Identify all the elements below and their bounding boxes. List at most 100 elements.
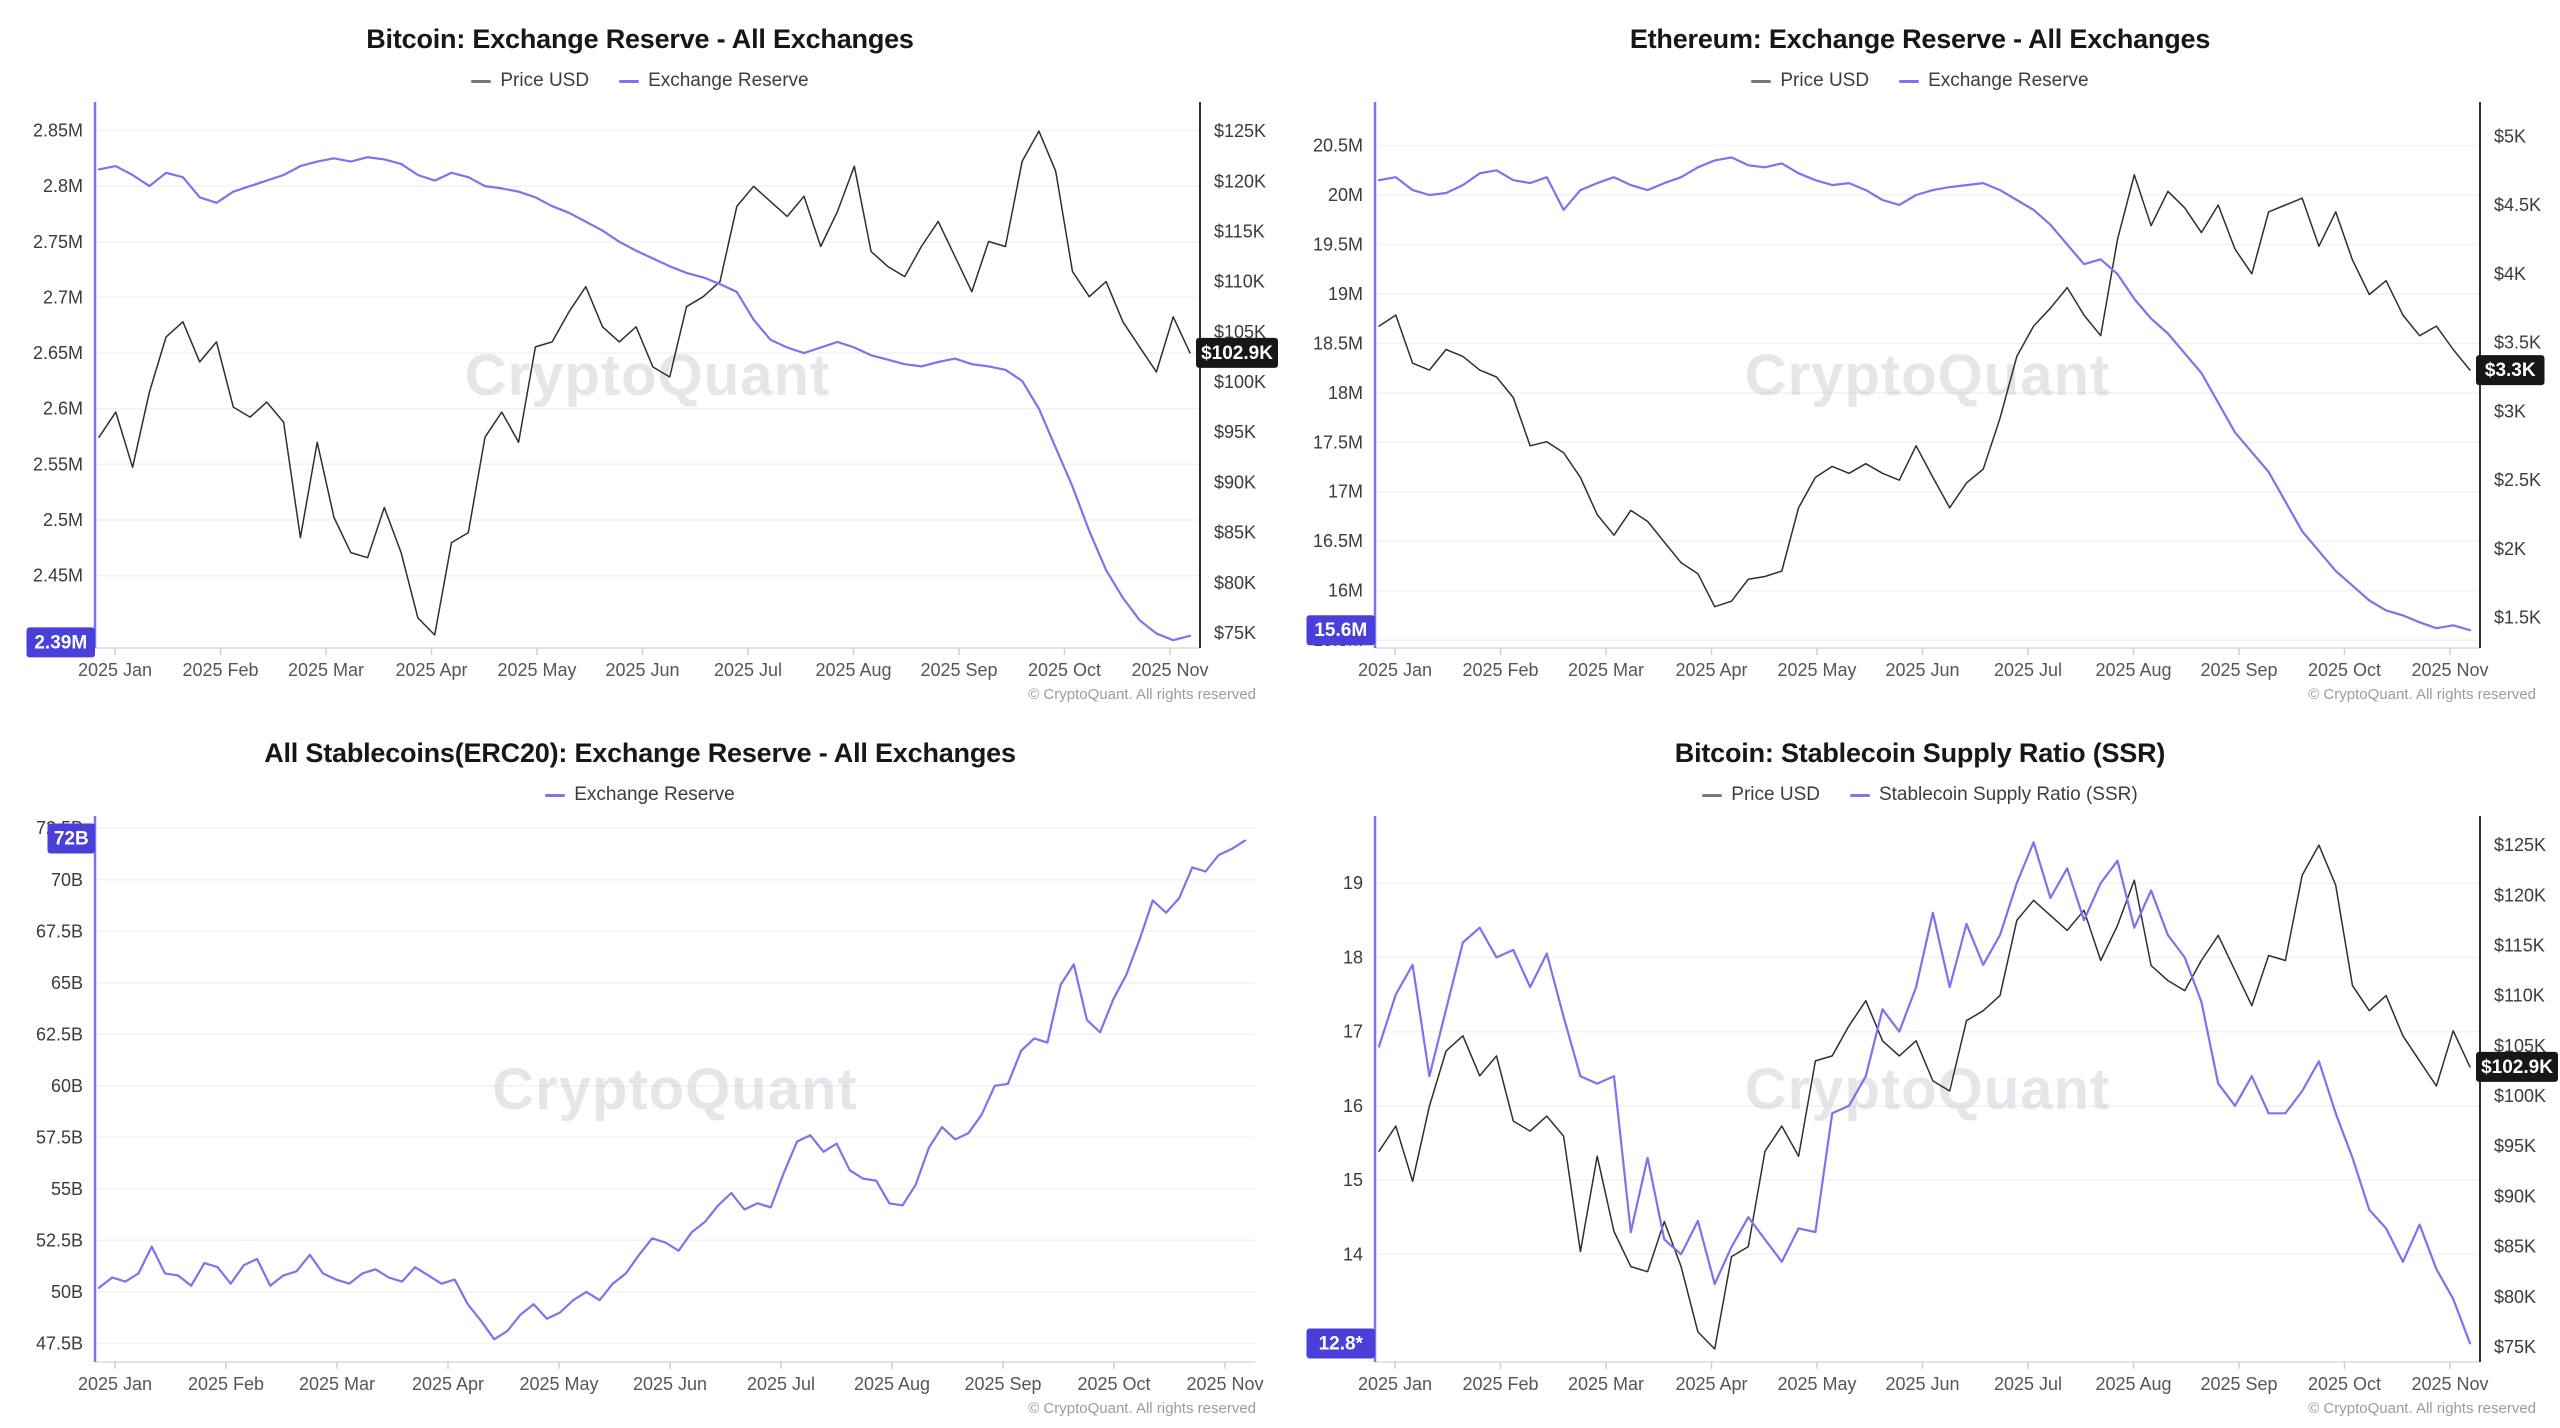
x-tick-label: 2025 Aug — [2095, 660, 2171, 680]
x-tick-label: 2025 Feb — [1462, 660, 1538, 680]
x-tick-label: 2025 Sep — [964, 1374, 1041, 1394]
chart-canvas[interactable]: 2025 Jan 2025 Feb 2025 Mar 2025 Apr 2025 May… — [0, 0, 1280, 714]
right-axis-tick-label: $95K — [2494, 1136, 2536, 1156]
right-axis-tick-label: $75K — [1214, 623, 1256, 643]
left-axis-tick-label: 18 — [1343, 947, 1363, 967]
chart-legend: Price USD Exchange Reserve — [0, 70, 1280, 92]
left-axis-tick-label: 17M — [1328, 482, 1363, 502]
legend-item[interactable]: Price USD — [1702, 784, 1820, 806]
cryptoquant-watermark: CryptoQuant — [1745, 343, 2110, 408]
right-axis-tick-label: $80K — [2494, 1287, 2536, 1307]
x-tick-label: 2025 Jun — [1885, 660, 1959, 680]
x-tick-label: 2025 Jan — [78, 1374, 152, 1394]
last-value-badge-label: 2.39M — [34, 632, 87, 653]
last-value-badge — [26, 627, 95, 658]
x-tick-label: 2025 Jun — [1885, 1374, 1959, 1394]
left-axis-tick-label: 2.75M — [33, 232, 83, 252]
chart-legend: Exchange Reserve — [0, 784, 1280, 806]
legend-dash-icon — [1751, 79, 1772, 83]
chart-panel-btc-ssr: Bitcoin: Stablecoin Supply Ratio (SSR) P… — [1280, 714, 2560, 1428]
series-line-exchange-reserve — [1377, 156, 2472, 632]
x-tick-label: 2025 Jul — [747, 1374, 815, 1394]
x-tick-label: 2025 Apr — [1675, 1374, 1747, 1394]
last-value-badge-label: $3.3K — [2485, 360, 2536, 381]
x-tick-label: 2025 Mar — [1568, 1374, 1644, 1394]
right-axis-tick-label: $90K — [1214, 472, 1256, 492]
x-tick-label: 2025 Jun — [633, 1374, 707, 1394]
right-axis-tick-label: $120K — [2494, 885, 2546, 905]
legend-dash-icon — [1899, 79, 1920, 83]
right-axis-tick-label: $110K — [2494, 986, 2545, 1006]
x-tick-label: 2025 Nov — [2411, 660, 2488, 680]
right-axis-tick-label: $115K — [2494, 935, 2545, 955]
series-line-price-usd — [1378, 844, 2471, 1350]
copyright-footer: © CryptoQuant. All rights reserved — [1028, 1400, 1256, 1417]
right-axis-tick-label: $125K — [2494, 835, 2546, 855]
chart-canvas[interactable]: 2025 Jan 2025 Feb 2025 Mar 2025 Apr 2025 May… — [1280, 714, 2560, 1428]
legend-label: Stablecoin Supply Ratio (SSR) — [1878, 784, 2138, 805]
chart-panel-stablecoin-exchange-reserve: All Stablecoins(ERC20): Exchange Reserve… — [0, 714, 1280, 1428]
x-tick-label: 2025 Jul — [1994, 1374, 2062, 1394]
x-tick-label: 2025 Apr — [412, 1374, 484, 1394]
left-axis-tick-label: 14 — [1343, 1244, 1363, 1264]
x-tick-label: 2025 Jul — [714, 660, 782, 680]
left-axis-tick-label: 67.5B — [36, 921, 83, 941]
left-axis-tick-label: 16.5M — [1313, 531, 1363, 551]
legend-item[interactable]: Price USD — [471, 70, 589, 92]
legend-dash-icon — [619, 79, 640, 83]
legend-item[interactable]: Exchange Reserve — [545, 784, 735, 806]
legend-item[interactable]: Exchange Reserve — [619, 70, 809, 92]
legend-label: Price USD — [1780, 70, 1870, 91]
chart-canvas[interactable]: 2025 Jan 2025 Feb 2025 Mar 2025 Apr 2025 May… — [1280, 0, 2560, 714]
x-tick-label: 2025 Feb — [1462, 1374, 1538, 1394]
x-tick-label: 2025 Mar — [1568, 660, 1644, 680]
x-tick-label: 2025 Aug — [2095, 1374, 2171, 1394]
series-line-price-usd — [98, 130, 1191, 636]
cryptoquant-watermark: CryptoQuant — [492, 1057, 857, 1122]
right-axis-tick-label: $85K — [1214, 523, 1256, 543]
left-axis-tick-label: 2.6M — [43, 399, 83, 419]
right-axis-tick-label: $115K — [1214, 221, 1265, 241]
left-axis-tick-label: 70B — [51, 870, 83, 890]
left-axis-tick-label: 16M — [1328, 581, 1363, 601]
left-axis-tick-label: 47.5B — [36, 1333, 83, 1353]
x-tick-label: 2025 Oct — [1028, 660, 1101, 680]
left-axis-tick-label: 2.5M — [43, 510, 83, 530]
legend-item[interactable]: Exchange Reserve — [1899, 70, 2089, 92]
chart-canvas[interactable]: 2025 Jan 2025 Feb 2025 Mar 2025 Apr 2025 May… — [0, 714, 1280, 1428]
chart-panel-btc-exchange-reserve: Bitcoin: Exchange Reserve - All Exchange… — [0, 0, 1280, 714]
x-tick-label: 2025 Feb — [188, 1374, 264, 1394]
right-axis-tick-label: $75K — [2494, 1337, 2536, 1357]
last-value-badge — [1306, 615, 1375, 646]
x-tick-label: 2025 May — [1777, 1374, 1856, 1394]
x-tick-label: 2025 Jul — [1994, 660, 2062, 680]
x-tick-label: 2025 Mar — [299, 1374, 375, 1394]
right-axis-tick-label: $125K — [1214, 121, 1266, 141]
legend-item[interactable]: Price USD — [1751, 70, 1869, 92]
left-axis-tick-label: 16 — [1343, 1096, 1363, 1116]
right-axis-tick-label: $3K — [2494, 401, 2526, 421]
right-axis-tick-label: $80K — [1214, 573, 1256, 593]
legend-dash-icon — [471, 79, 492, 83]
x-tick-label: 2025 Aug — [815, 660, 891, 680]
x-tick-label: 2025 May — [519, 1374, 598, 1394]
left-axis-tick-label: 19M — [1328, 284, 1363, 304]
series-line-exchange-reserve — [97, 839, 1247, 1341]
chart-title: Bitcoin: Exchange Reserve - All Exchange… — [366, 24, 914, 54]
left-axis-tick-label: 52.5B — [36, 1230, 83, 1250]
x-tick-label: 2025 Nov — [2411, 1374, 2488, 1394]
last-value-badge-label: 12.8* — [1319, 1333, 1364, 1354]
x-tick-label: 2025 Apr — [395, 660, 467, 680]
x-tick-label: 2025 Mar — [288, 660, 364, 680]
x-tick-label: 2025 Apr — [1675, 660, 1747, 680]
x-tick-label: 2025 Sep — [920, 660, 997, 680]
legend-item[interactable]: Stablecoin Supply Ratio (SSR) — [1849, 784, 2138, 806]
last-value-badge — [47, 823, 95, 854]
series-line-stablecoin-supply-ratio-ssr- — [1377, 841, 2472, 1345]
chart-legend: Price USD Exchange Reserve — [1280, 70, 2560, 92]
right-axis-tick-label: $4.5K — [2494, 195, 2541, 215]
chart-title: Bitcoin: Stablecoin Supply Ratio (SSR) — [1674, 738, 2166, 768]
right-axis-tick-label: $105K — [2494, 1036, 2546, 1056]
right-axis-tick-label: $2K — [2494, 539, 2526, 559]
